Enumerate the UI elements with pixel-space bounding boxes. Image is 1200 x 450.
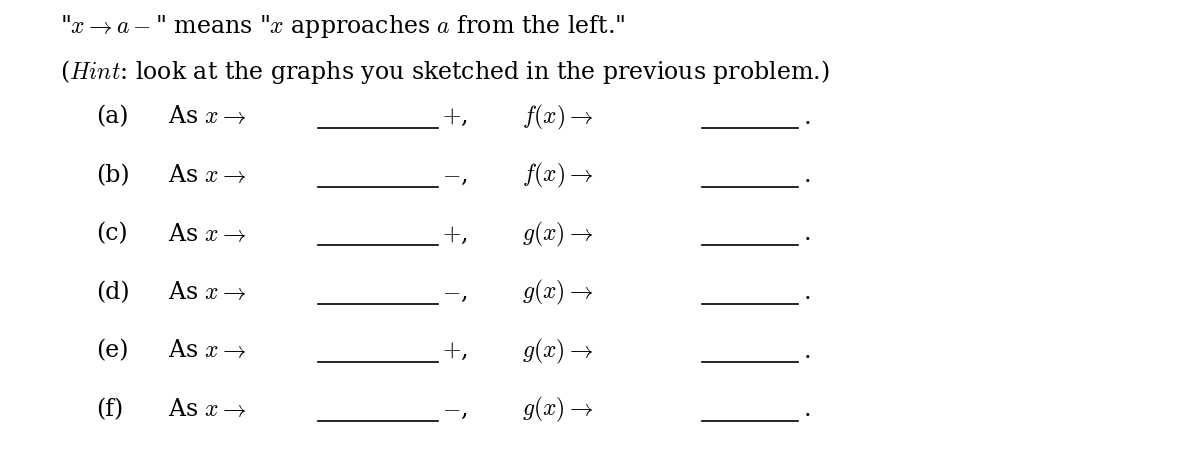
Text: (e): (e) (96, 339, 128, 363)
Text: (c): (c) (96, 222, 127, 246)
Text: $f(x) \to$: $f(x) \to$ (522, 161, 594, 190)
Text: As $x \to$: As $x \to$ (168, 222, 247, 246)
Text: $-$,: $-$, (442, 164, 467, 187)
Text: $-$,: $-$, (442, 398, 467, 421)
Text: As $x \to$: As $x \to$ (168, 105, 247, 129)
Text: $f(x) \to$: $f(x) \to$ (522, 103, 594, 131)
Text: $g(x) \to$: $g(x) \to$ (522, 278, 594, 307)
Text: $+$,: $+$, (442, 339, 467, 363)
Text: "$x \to a-$" means "$x$ approaches $a$ from the left.": "$x \to a-$" means "$x$ approaches $a$ f… (60, 14, 625, 40)
Text: (d): (d) (96, 281, 130, 304)
Text: $+$,: $+$, (442, 105, 467, 129)
Text: $-$,: $-$, (442, 281, 467, 304)
Text: $+$,: $+$, (442, 222, 467, 246)
Text: As $x \to$: As $x \to$ (168, 281, 247, 304)
Text: .: . (804, 281, 811, 304)
Text: $g(x) \to$: $g(x) \to$ (522, 220, 594, 248)
Text: $g(x) \to$: $g(x) \to$ (522, 337, 594, 365)
Text: $g(x) \to$: $g(x) \to$ (522, 395, 594, 424)
Text: As $x \to$: As $x \to$ (168, 164, 247, 187)
Text: .: . (804, 164, 811, 187)
Text: .: . (804, 339, 811, 363)
Text: As $x \to$: As $x \to$ (168, 398, 247, 421)
Text: .: . (804, 222, 811, 246)
Text: .: . (804, 398, 811, 421)
Text: (b): (b) (96, 164, 130, 187)
Text: (f): (f) (96, 398, 124, 421)
Text: .: . (804, 105, 811, 129)
Text: As $x \to$: As $x \to$ (168, 339, 247, 363)
Text: ($\mathit{Hint}$: look at the graphs you sketched in the previous problem.): ($\mathit{Hint}$: look at the graphs you… (60, 58, 829, 86)
Text: (a): (a) (96, 105, 128, 129)
